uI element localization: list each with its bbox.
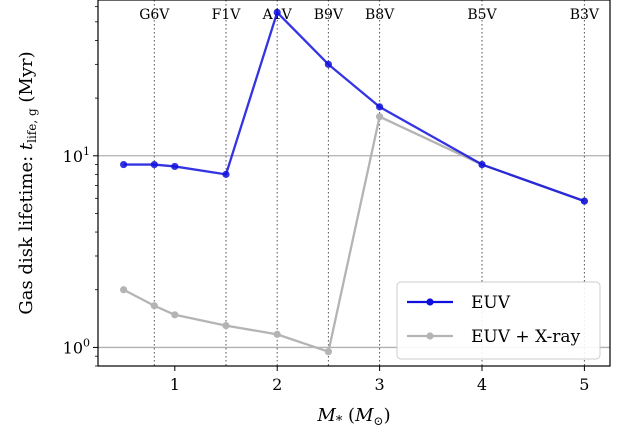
plot-frame (97, 0, 611, 367)
spectral-type-label: B8V (365, 7, 395, 23)
data-point (376, 103, 384, 111)
data-point (120, 160, 128, 169)
spectral-type-label: F1V (212, 7, 242, 23)
x-tick-label: 2 (272, 375, 282, 394)
data-point (222, 170, 230, 178)
spectral-type-label: B5V (467, 7, 497, 23)
x-axis-label: M* (M⊙) (316, 405, 390, 429)
data-point (150, 302, 158, 310)
legend: EUV EUV + X-ray (396, 281, 601, 360)
data-point (171, 162, 179, 171)
data-point (222, 321, 230, 330)
spectral-type-label: G6V (139, 7, 170, 23)
x-tick-label: 3 (375, 375, 385, 394)
data-point (376, 113, 384, 121)
series-line (123, 11, 585, 203)
spectral-type-label: B3V (570, 7, 600, 23)
data-point (273, 330, 281, 338)
y-tick-label: 100 (63, 336, 90, 357)
data-point (324, 60, 332, 68)
data-point (324, 348, 332, 356)
legend-marker (426, 332, 434, 340)
data-point (171, 311, 179, 319)
y-tick-label: 101 (63, 145, 90, 166)
legend-label: EUV (471, 293, 511, 313)
y-axis-label: Gas disk lifetime: tlife, g (Myr) (16, 51, 39, 314)
legend-label: EUV + X-ray (471, 327, 581, 347)
data-point (580, 197, 589, 205)
data-point (150, 160, 158, 169)
x-tick-label: 1 (170, 375, 180, 394)
x-tick-label: 4 (477, 375, 487, 394)
data-point (273, 8, 281, 17)
spectral-type-label: B9V (314, 7, 344, 23)
legend-marker (426, 298, 434, 306)
data-point (478, 160, 486, 169)
data-series (120, 8, 589, 356)
axes: 1 2 3 4 5 100 101 M* (M⊙) Gas disk lifetime: tli… (16, 6, 589, 429)
data-point (120, 286, 128, 294)
x-tick-label: 5 (579, 375, 589, 394)
